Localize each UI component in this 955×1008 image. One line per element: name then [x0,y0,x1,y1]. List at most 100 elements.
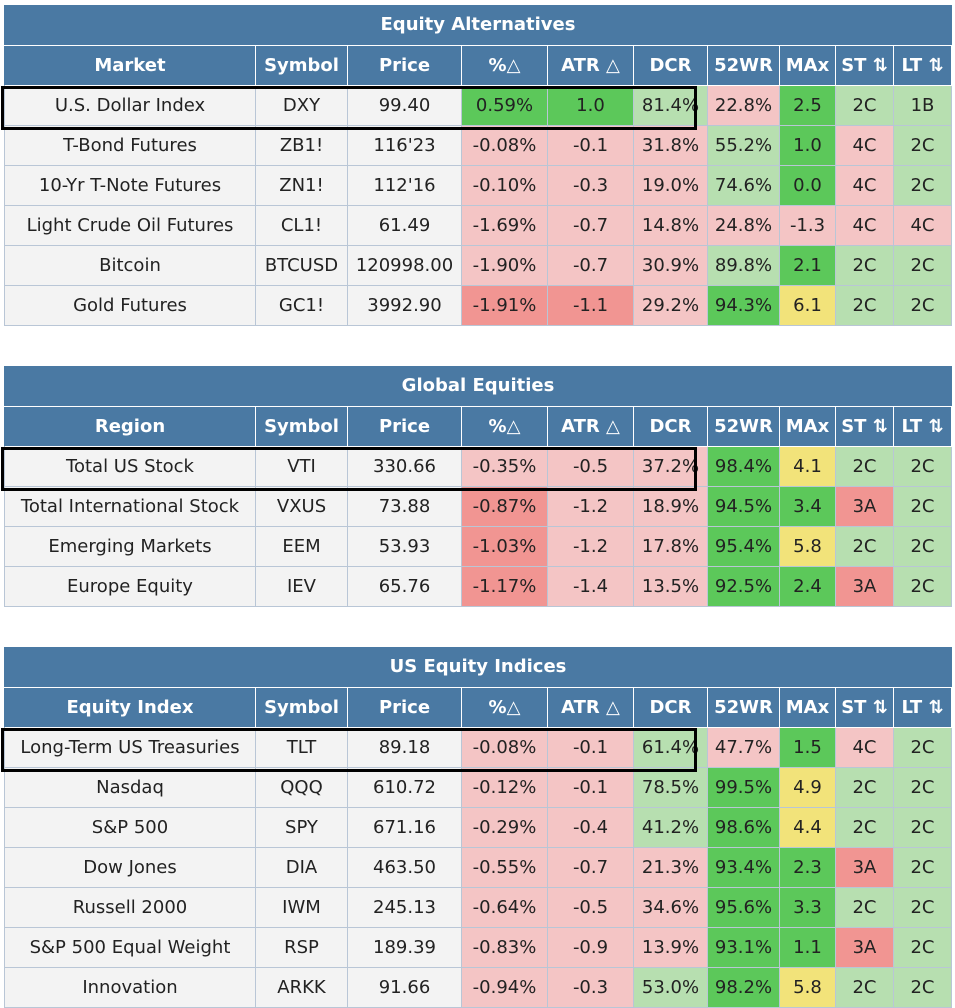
col-header-symbol[interactable]: Symbol [256,688,348,728]
52wr-cell: 98.2% [708,968,780,1008]
lt-cell: 2C [894,768,952,808]
price-cell: 53.93 [348,527,462,567]
col-header-st[interactable]: ST ⇅ [836,46,894,86]
table-row[interactable]: Total International Stock VXUS 73.88 -0.… [4,487,952,527]
col-header-max[interactable]: MAx [780,407,836,447]
table-row[interactable]: Gold Futures GC1! 3992.90 -1.91% -1.1 29… [4,286,952,326]
table-row[interactable]: Innovation ARKK 91.66 -0.94% -0.3 53.0% … [4,968,952,1008]
symbol-cell: IEV [256,567,348,607]
col-header-52wr[interactable]: 52WR [708,46,780,86]
dcr-cell: 41.2% [634,808,708,848]
col-header-price[interactable]: Price [348,407,462,447]
pct-change-cell: -1.69% [462,206,548,246]
pct-change-cell: 0.59% [462,86,548,126]
section-title: US Equity Indices [4,647,952,688]
table-row[interactable]: Total US Stock VTI 330.66 -0.35% -0.5 37… [4,447,952,487]
pct-change-cell: -1.90% [462,246,548,286]
market-name: Light Crude Oil Futures [4,206,256,246]
price-cell: 112'16 [348,166,462,206]
table-row[interactable]: Dow Jones DIA 463.50 -0.55% -0.7 21.3% 9… [4,848,952,888]
52wr-cell: 89.8% [708,246,780,286]
dcr-cell: 14.8% [634,206,708,246]
lt-cell: 2C [894,286,952,326]
symbol-cell: TLT [256,728,348,768]
pct-change-cell: -1.03% [462,527,548,567]
col-header-market[interactable]: Market [4,46,256,86]
max-cell: 4.1 [780,447,836,487]
col-header-52wr[interactable]: 52WR [708,688,780,728]
col-header-atr-change[interactable]: ATR △ [548,407,634,447]
dcr-cell: 21.3% [634,848,708,888]
st-cell: 4C [836,126,894,166]
max-cell: 1.0 [780,126,836,166]
max-cell: 2.4 [780,567,836,607]
symbol-cell: ARKK [256,968,348,1008]
dcr-cell: 18.9% [634,487,708,527]
symbol-cell: QQQ [256,768,348,808]
col-header-dcr[interactable]: DCR [634,46,708,86]
atr-change-cell: -1.4 [548,567,634,607]
table-row[interactable]: Nasdaq QQQ 610.72 -0.12% -0.1 78.5% 99.5… [4,768,952,808]
dcr-cell: 61.4% [634,728,708,768]
symbol-cell: DIA [256,848,348,888]
col-header-dcr[interactable]: DCR [634,688,708,728]
st-cell: 2C [836,768,894,808]
col-header-price[interactable]: Price [348,688,462,728]
section-spacer [4,326,952,366]
table-row[interactable]: S&P 500 SPY 671.16 -0.29% -0.4 41.2% 98.… [4,808,952,848]
table-row[interactable]: Europe Equity IEV 65.76 -1.17% -1.4 13.5… [4,567,952,607]
table-row[interactable]: Bitcoin BTCUSD 120998.00 -1.90% -0.7 30.… [4,246,952,286]
table-row[interactable]: Russell 2000 IWM 245.13 -0.64% -0.5 34.6… [4,888,952,928]
col-header-price[interactable]: Price [348,46,462,86]
atr-change-cell: -1.1 [548,286,634,326]
col-header-lt[interactable]: LT ⇅ [894,688,952,728]
max-cell: 3.4 [780,487,836,527]
col-header-equity-index[interactable]: Equity Index [4,688,256,728]
market-name: 10-Yr T-Note Futures [4,166,256,206]
pct-change-cell: -0.64% [462,888,548,928]
col-header-max[interactable]: MAx [780,46,836,86]
table-row[interactable]: U.S. Dollar Index DXY 99.40 0.59% 1.0 81… [4,86,952,126]
52wr-cell: 98.6% [708,808,780,848]
price-cell: 61.49 [348,206,462,246]
price-cell: 330.66 [348,447,462,487]
table-row[interactable]: S&P 500 Equal Weight RSP 189.39 -0.83% -… [4,928,952,968]
col-header-atr-change[interactable]: ATR △ [548,688,634,728]
col-header-max[interactable]: MAx [780,688,836,728]
atr-change-cell: -0.5 [548,447,634,487]
pct-change-cell: -0.08% [462,126,548,166]
col-header-pct-change[interactable]: %△ [462,688,548,728]
st-cell: 3A [836,928,894,968]
col-header-symbol[interactable]: Symbol [256,46,348,86]
col-header-dcr[interactable]: DCR [634,407,708,447]
symbol-cell: VXUS [256,487,348,527]
table-row[interactable]: Light Crude Oil Futures CL1! 61.49 -1.69… [4,206,952,246]
dcr-cell: 17.8% [634,527,708,567]
col-header-pct-change[interactable]: %△ [462,407,548,447]
table-row[interactable]: T-Bond Futures ZB1! 116'23 -0.08% -0.1 3… [4,126,952,166]
pct-change-cell: -1.17% [462,567,548,607]
col-header-region[interactable]: Region [4,407,256,447]
col-header-symbol[interactable]: Symbol [256,407,348,447]
col-header-52wr[interactable]: 52WR [708,407,780,447]
table-row[interactable]: Emerging Markets EEM 53.93 -1.03% -1.2 1… [4,527,952,567]
dcr-cell: 37.2% [634,447,708,487]
atr-change-cell: -0.7 [548,848,634,888]
table-header: Market Symbol Price %△ ATR △ DCR 52WR MA… [4,46,952,86]
col-header-lt[interactable]: LT ⇅ [894,46,952,86]
col-header-lt[interactable]: LT ⇅ [894,407,952,447]
price-cell: 245.13 [348,888,462,928]
st-cell: 2C [836,888,894,928]
price-cell: 671.16 [348,808,462,848]
lt-cell: 1B [894,86,952,126]
col-header-atr-change[interactable]: ATR △ [548,46,634,86]
col-header-st[interactable]: ST ⇅ [836,407,894,447]
lt-cell: 2C [894,848,952,888]
table-row[interactable]: 10-Yr T-Note Futures ZN1! 112'16 -0.10% … [4,166,952,206]
52wr-cell: 98.4% [708,447,780,487]
col-header-st[interactable]: ST ⇅ [836,688,894,728]
st-cell: 3A [836,487,894,527]
table-row[interactable]: Long-Term US Treasuries TLT 89.18 -0.08%… [4,728,952,768]
col-header-pct-change[interactable]: %△ [462,46,548,86]
section-spacer [4,607,952,647]
